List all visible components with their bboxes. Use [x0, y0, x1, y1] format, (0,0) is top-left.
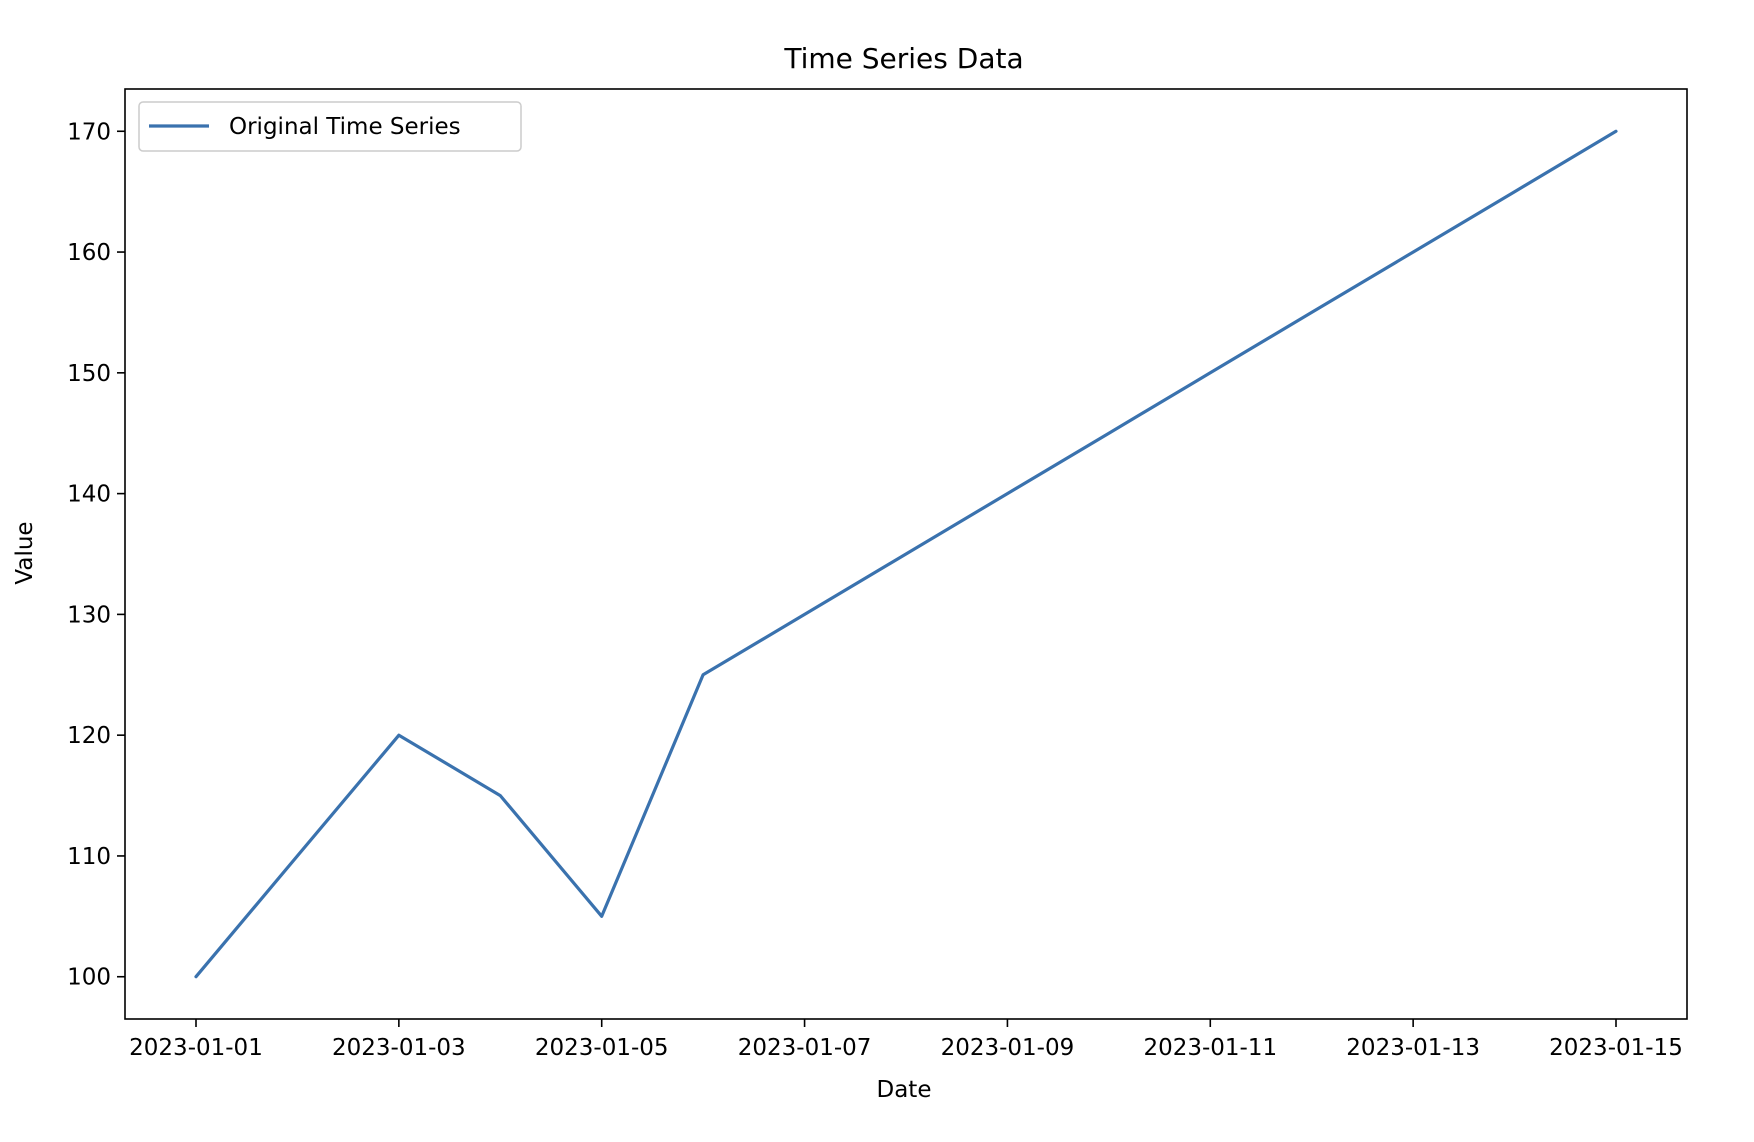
series-line-original: [194, 129, 1618, 979]
y-tick-label: 110: [67, 844, 111, 870]
y-axis-ticks: 100 110 120 130 140 150 160 170: [67, 119, 125, 991]
x-tick-label: 2023-01-03: [332, 1035, 466, 1061]
y-tick-label: 160: [67, 240, 111, 266]
y-tick-label: 140: [67, 482, 111, 508]
legend-label: Original Time Series: [229, 114, 461, 140]
x-tick-label: 2023-01-05: [535, 1035, 669, 1061]
x-tick-label: 2023-01-15: [1549, 1035, 1683, 1061]
x-axis-ticks: 2023-01-01 2023-01-03 2023-01-05 2023-01-07…: [129, 1019, 1683, 1061]
y-axis-label: Value: [12, 521, 38, 584]
y-tick-label: 100: [67, 965, 111, 991]
plot-frame: [124, 88, 1688, 1020]
x-tick-label: 2023-01-01: [129, 1035, 263, 1061]
chart-title: Time Series Data: [783, 42, 1023, 75]
y-tick-label: 170: [67, 119, 111, 145]
x-tick-label: 2023-01-13: [1346, 1035, 1480, 1061]
y-tick-label: 130: [67, 602, 111, 628]
x-axis-label: Date: [877, 1077, 932, 1103]
x-tick-label: 2023-01-07: [738, 1035, 872, 1061]
legend: Original Time Series: [138, 101, 522, 152]
y-tick-label: 150: [67, 361, 111, 387]
x-tick-label: 2023-01-09: [941, 1035, 1075, 1061]
x-tick-label: 2023-01-11: [1143, 1035, 1277, 1061]
legend-box: [138, 101, 522, 152]
y-tick-label: 120: [67, 723, 111, 749]
